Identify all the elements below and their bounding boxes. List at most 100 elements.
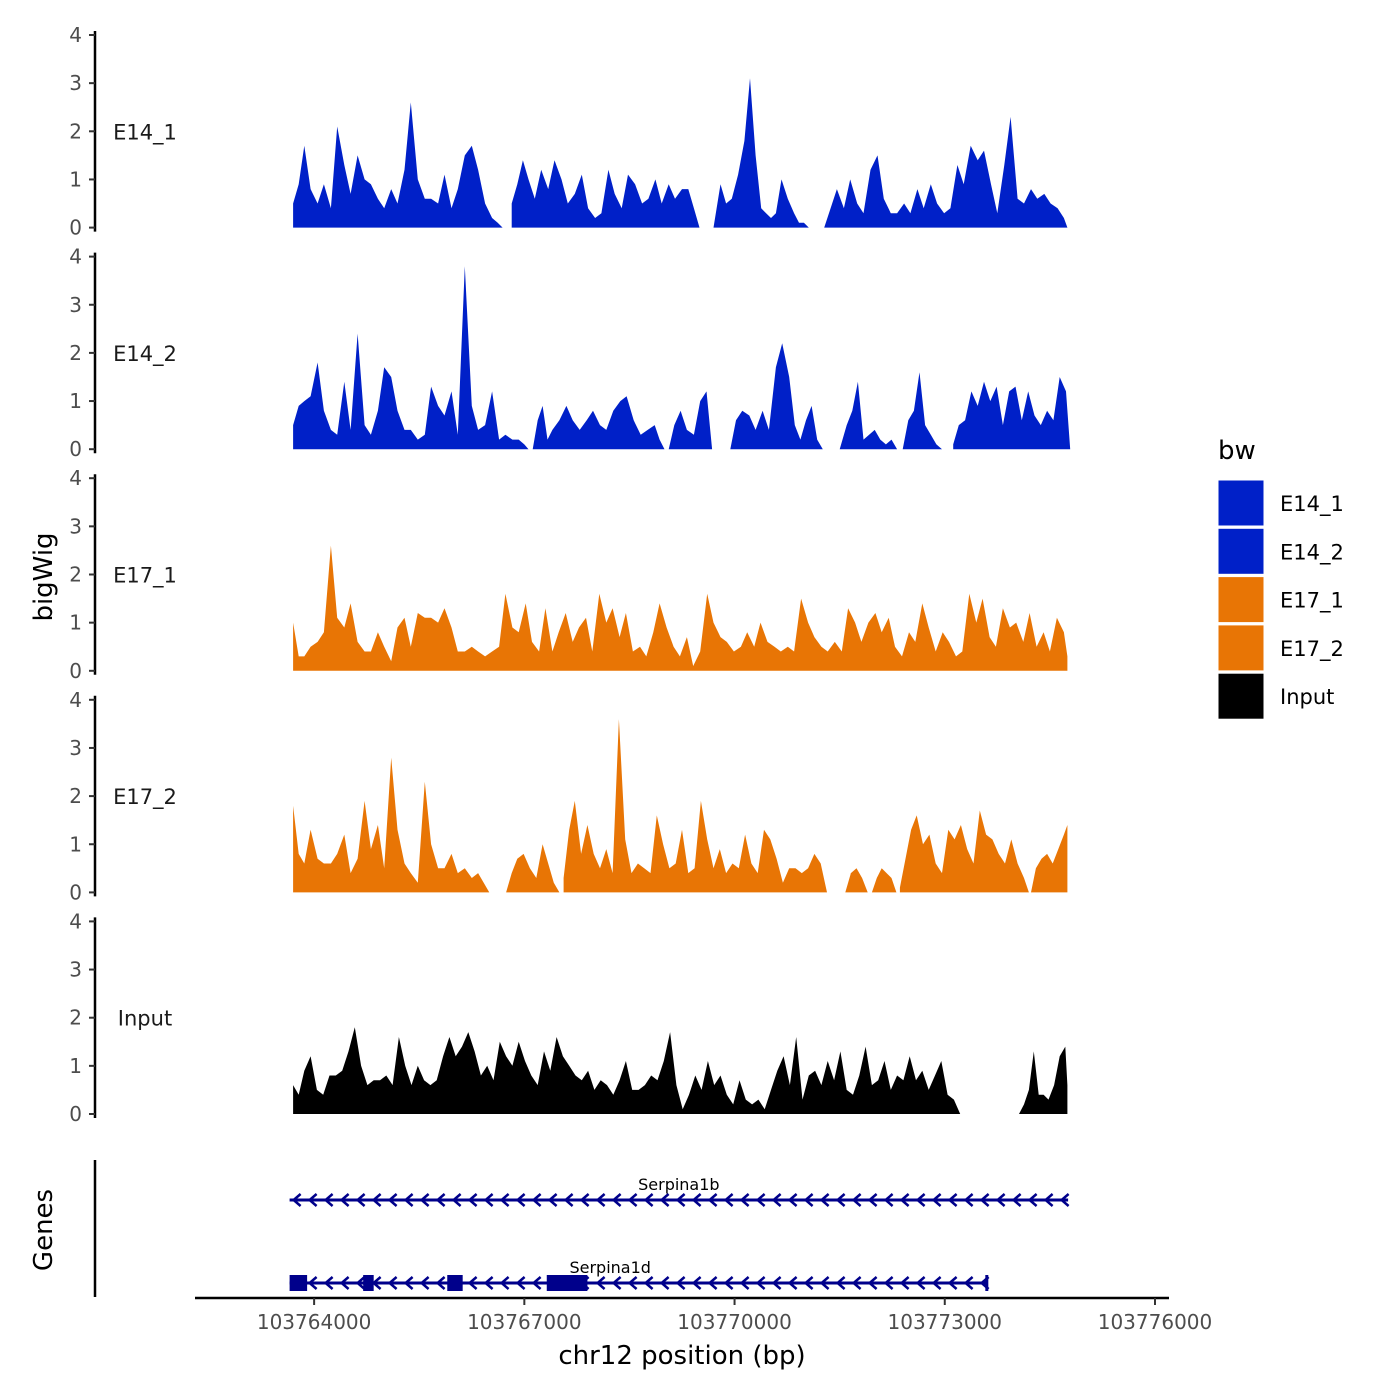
- y-tick-label: 3: [69, 736, 82, 760]
- strand-arrow: [595, 1193, 606, 1207]
- signal-area-E17_2: [871, 868, 897, 893]
- legend-swatch: [1217, 479, 1265, 527]
- strand-arrow: [403, 1193, 414, 1207]
- y-tick-label: 1: [69, 389, 82, 413]
- y-tick-label: 4: [69, 909, 82, 933]
- strand-arrow: [1059, 1193, 1070, 1207]
- signal-area-E17_2: [293, 757, 490, 893]
- strand-arrow: [643, 1193, 654, 1207]
- strand-arrow: [963, 1276, 974, 1290]
- strand-arrow: [1011, 1193, 1022, 1207]
- signal-area-Input: [1019, 1046, 1068, 1114]
- strand-arrow: [435, 1193, 446, 1207]
- gene-label: Serpina1b: [638, 1175, 719, 1194]
- strand-arrow: [803, 1276, 814, 1290]
- strand-arrow: [483, 1276, 494, 1290]
- legend-label: E14_1: [1280, 492, 1344, 517]
- strand-arrow: [803, 1193, 814, 1207]
- strand-arrow: [835, 1193, 846, 1207]
- strand-arrow: [883, 1276, 894, 1290]
- y-tick-label: 0: [69, 1102, 82, 1126]
- strand-arrow: [995, 1193, 1006, 1207]
- y-tick-label: 3: [69, 293, 82, 317]
- signal-area-E17_1: [293, 545, 1068, 671]
- genes-axis-title: Genes: [29, 1189, 59, 1271]
- strand-arrow: [867, 1276, 878, 1290]
- strand-arrow: [451, 1193, 462, 1207]
- x-tick-label: 103764000: [257, 1310, 372, 1334]
- y-tick-label: 1: [69, 1054, 82, 1078]
- strand-arrow: [403, 1276, 414, 1290]
- strand-arrow: [979, 1193, 990, 1207]
- y-tick-label: 1: [69, 167, 82, 191]
- genes-panel: Serpina1b Serpina1d: [93, 1160, 1070, 1297]
- y-tick-label: 4: [69, 23, 82, 47]
- y-tick-label: 1: [69, 611, 82, 635]
- strand-arrow: [355, 1193, 366, 1207]
- strand-arrow: [899, 1193, 910, 1207]
- y-tick-label: 0: [69, 659, 82, 683]
- strand-arrow: [323, 1276, 334, 1290]
- track-Input: 0 1 2 3 4 Input: [69, 909, 1068, 1126]
- y-axis-title: bigWig: [29, 532, 59, 621]
- strand-arrow: [771, 1193, 782, 1207]
- strand-arrow: [515, 1276, 526, 1290]
- strand-arrow: [371, 1193, 382, 1207]
- strand-arrow: [947, 1276, 958, 1290]
- legend-title: bw: [1218, 436, 1256, 466]
- x-axis-title: chr12 position (bp): [558, 1341, 805, 1371]
- y-tick-label: 2: [69, 119, 82, 143]
- strand-arrow: [531, 1193, 542, 1207]
- y-tick-label: 0: [69, 216, 82, 240]
- strand-arrow: [515, 1193, 526, 1207]
- signal-area-E14_1: [824, 116, 1068, 228]
- strand-arrow: [611, 1276, 622, 1290]
- strand-arrow: [627, 1193, 638, 1207]
- x-axis: 103764000 103767000 103770000 103773000 1037…: [195, 1296, 1212, 1334]
- y-tick-label: 4: [69, 466, 82, 490]
- legend-swatch: [1217, 527, 1265, 575]
- strand-arrow: [355, 1276, 366, 1290]
- signal-area-E14_1: [293, 102, 503, 228]
- strand-arrow: [643, 1276, 654, 1290]
- legend-swatch: [1217, 672, 1265, 720]
- strand-arrow: [787, 1276, 798, 1290]
- signal-area-E14_2: [668, 391, 713, 450]
- strand-arrow: [739, 1193, 750, 1207]
- track-E17_2: 0 1 2 3 4 E17_2: [69, 688, 1068, 904]
- track-label: E14_2: [113, 342, 177, 367]
- gene-Serpina1d: Serpina1d: [289, 1258, 990, 1291]
- strand-arrow: [419, 1276, 430, 1290]
- strand-arrow: [419, 1193, 430, 1207]
- strand-arrow: [611, 1193, 622, 1207]
- strand-arrow: [387, 1193, 398, 1207]
- signal-area-E14_2: [902, 372, 942, 450]
- track-label: Input: [118, 1007, 172, 1031]
- exon: [363, 1275, 374, 1291]
- strand-arrow: [387, 1276, 398, 1290]
- strand-arrow: [1027, 1193, 1038, 1207]
- y-tick-label: 3: [69, 958, 82, 982]
- strand-arrow: [851, 1193, 862, 1207]
- strand-arrow: [691, 1276, 702, 1290]
- y-tick-label: 2: [69, 1006, 82, 1030]
- strand-arrow: [323, 1193, 334, 1207]
- strand-arrow: [595, 1276, 606, 1290]
- strand-arrow: [931, 1193, 942, 1207]
- track-label: E17_1: [113, 564, 177, 589]
- strand-arrow: [307, 1276, 318, 1290]
- strand-arrow: [435, 1276, 446, 1290]
- strand-arrow: [723, 1276, 734, 1290]
- signal-area-E17_2: [506, 844, 560, 893]
- x-tick-label: 103770000: [677, 1310, 792, 1334]
- gene-label: Serpina1d: [569, 1258, 650, 1277]
- strand-arrow: [563, 1193, 574, 1207]
- strand-arrow: [867, 1193, 878, 1207]
- signal-area-E14_2: [730, 343, 823, 450]
- strand-arrow: [787, 1193, 798, 1207]
- y-tick-label: 4: [69, 688, 82, 712]
- y-tick-label: 0: [69, 880, 82, 904]
- x-tick-label: 103767000: [467, 1310, 582, 1334]
- track-E14_1: 0 1 2 3 4 E14_1: [69, 23, 1068, 240]
